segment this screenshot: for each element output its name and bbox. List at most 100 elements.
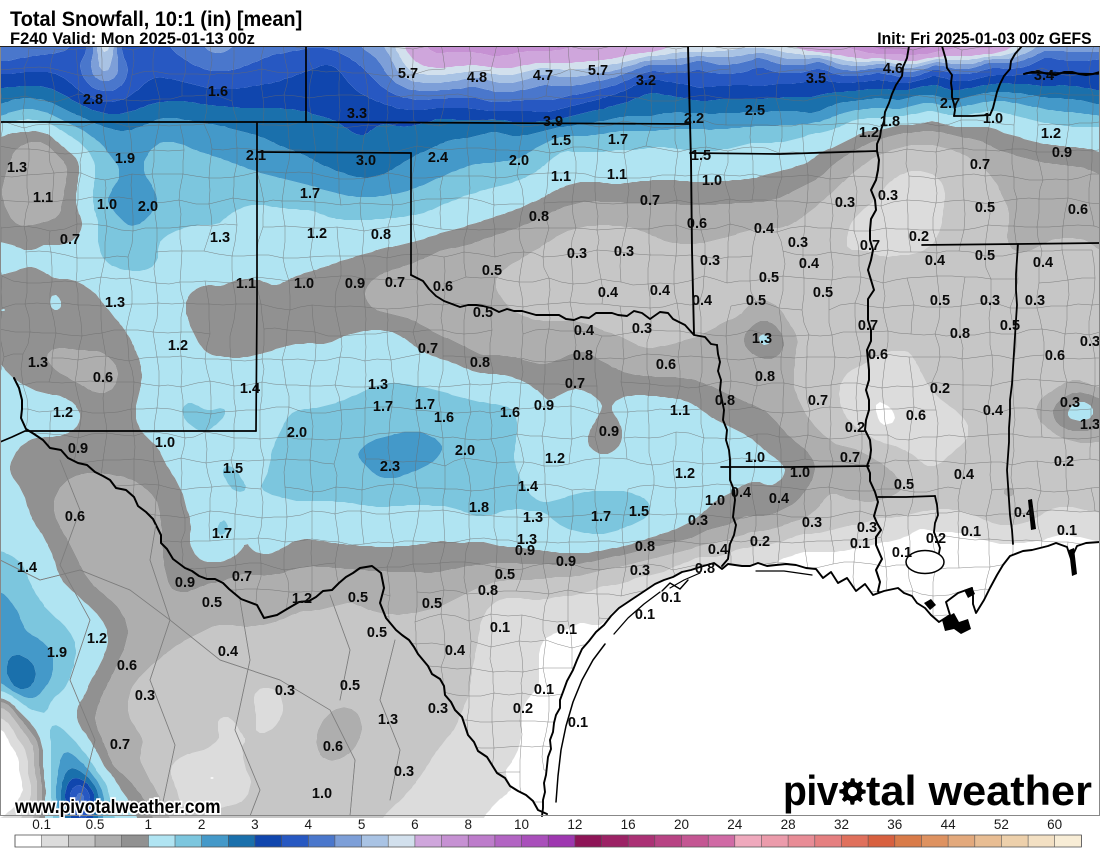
svg-text:0.7: 0.7 xyxy=(565,376,585,392)
svg-text:0.9: 0.9 xyxy=(1052,145,1072,161)
svg-text:3.5: 3.5 xyxy=(806,71,826,87)
svg-text:0.3: 0.3 xyxy=(788,235,808,251)
svg-text:20: 20 xyxy=(674,817,689,832)
svg-text:0.8: 0.8 xyxy=(371,227,391,243)
svg-text:1.1: 1.1 xyxy=(33,190,53,206)
svg-text:1.4: 1.4 xyxy=(240,381,260,397)
svg-text:0.2: 0.2 xyxy=(513,701,533,717)
svg-text:0.4: 0.4 xyxy=(650,283,670,299)
svg-text:1: 1 xyxy=(145,817,153,832)
svg-text:1.0: 1.0 xyxy=(294,276,314,292)
svg-text:1.3: 1.3 xyxy=(105,295,125,311)
svg-text:0.4: 0.4 xyxy=(598,285,618,301)
svg-text:0.7: 0.7 xyxy=(840,450,860,466)
svg-text:0.5: 0.5 xyxy=(86,817,105,832)
svg-text:0.5: 0.5 xyxy=(202,595,222,611)
svg-text:1.5: 1.5 xyxy=(691,148,711,164)
svg-text:1.3: 1.3 xyxy=(7,160,27,176)
svg-text:0.4: 0.4 xyxy=(769,491,789,507)
svg-text:0.4: 0.4 xyxy=(1033,255,1053,271)
svg-text:0.3: 0.3 xyxy=(567,246,587,262)
svg-text:1.2: 1.2 xyxy=(53,405,73,421)
svg-text:0.1: 0.1 xyxy=(1057,523,1077,539)
svg-text:0.1: 0.1 xyxy=(850,536,870,552)
svg-text:5.7: 5.7 xyxy=(398,66,418,82)
svg-text:0.8: 0.8 xyxy=(695,561,715,577)
svg-text:1.1: 1.1 xyxy=(607,167,627,183)
svg-text:0.7: 0.7 xyxy=(808,393,828,409)
svg-text:1.5: 1.5 xyxy=(551,133,571,149)
svg-text:0.4: 0.4 xyxy=(574,323,594,339)
svg-text:0.4: 0.4 xyxy=(954,467,974,483)
svg-text:1.5: 1.5 xyxy=(223,461,243,477)
svg-text:0.5: 0.5 xyxy=(975,200,995,216)
svg-text:0.3: 0.3 xyxy=(394,764,414,780)
svg-text:0.1: 0.1 xyxy=(490,620,510,636)
svg-text:0.7: 0.7 xyxy=(640,193,660,209)
svg-text:0.1: 0.1 xyxy=(568,715,588,731)
svg-text:1.9: 1.9 xyxy=(47,645,67,661)
svg-text:5: 5 xyxy=(358,817,366,832)
svg-text:1.3: 1.3 xyxy=(28,355,48,371)
svg-text:2: 2 xyxy=(198,817,206,832)
svg-text:0.9: 0.9 xyxy=(68,441,88,457)
svg-text:0.6: 0.6 xyxy=(687,216,707,232)
svg-text:0.7: 0.7 xyxy=(110,737,130,753)
svg-text:0.9: 0.9 xyxy=(599,424,619,440)
svg-text:1.5: 1.5 xyxy=(629,504,649,520)
svg-text:2.7: 2.7 xyxy=(940,96,960,112)
svg-text:1.2: 1.2 xyxy=(545,451,565,467)
svg-text:0.1: 0.1 xyxy=(557,622,577,638)
svg-text:0.5: 0.5 xyxy=(495,567,515,583)
svg-text:0.1: 0.1 xyxy=(961,524,981,540)
svg-text:0.5: 0.5 xyxy=(340,678,360,694)
svg-text:1.0: 1.0 xyxy=(790,465,810,481)
svg-text:0.6: 0.6 xyxy=(117,658,137,674)
svg-text:1.0: 1.0 xyxy=(745,450,765,466)
svg-text:0.3: 0.3 xyxy=(428,701,448,717)
svg-text:36: 36 xyxy=(887,817,902,832)
svg-text:piv: piv xyxy=(783,767,839,815)
svg-text:1.2: 1.2 xyxy=(87,631,107,647)
svg-text:3.0: 3.0 xyxy=(356,153,376,169)
svg-text:0.8: 0.8 xyxy=(755,369,775,385)
svg-text:3.9: 3.9 xyxy=(543,114,563,130)
svg-text:0.5: 0.5 xyxy=(930,293,950,309)
svg-text:0.3: 0.3 xyxy=(1060,395,1080,411)
svg-text:0.6: 0.6 xyxy=(323,739,343,755)
svg-text:1.2: 1.2 xyxy=(168,338,188,354)
svg-text:0.6: 0.6 xyxy=(656,357,676,373)
svg-text:0.4: 0.4 xyxy=(754,221,774,237)
svg-text:1.0: 1.0 xyxy=(155,435,175,451)
svg-text:12: 12 xyxy=(567,817,582,832)
svg-text:1.1: 1.1 xyxy=(551,169,571,185)
svg-text:0.1: 0.1 xyxy=(661,590,681,606)
svg-text:0.3: 0.3 xyxy=(614,244,634,260)
svg-text:0.1: 0.1 xyxy=(635,607,655,623)
svg-text:52: 52 xyxy=(994,817,1009,832)
svg-text:0.1: 0.1 xyxy=(32,817,51,832)
svg-text:1.3: 1.3 xyxy=(210,230,230,246)
svg-text:0.9: 0.9 xyxy=(175,575,195,591)
svg-text:3: 3 xyxy=(251,817,259,832)
svg-text:10: 10 xyxy=(514,817,529,832)
svg-text:1.3: 1.3 xyxy=(368,377,388,393)
svg-text:1.3: 1.3 xyxy=(523,510,543,526)
svg-text:0.5: 0.5 xyxy=(422,596,442,612)
svg-text:3.4: 3.4 xyxy=(1034,68,1054,84)
svg-text:0.6: 0.6 xyxy=(65,509,85,525)
svg-text:60: 60 xyxy=(1047,817,1062,832)
svg-text:1.0: 1.0 xyxy=(312,786,332,802)
svg-text:1.0: 1.0 xyxy=(983,111,1003,127)
svg-text:0.6: 0.6 xyxy=(433,279,453,295)
svg-text:2.3: 2.3 xyxy=(380,459,400,475)
svg-text:1.3: 1.3 xyxy=(1080,417,1100,433)
svg-text:1.7: 1.7 xyxy=(415,397,435,413)
svg-text:0.5: 0.5 xyxy=(759,270,779,286)
svg-text:2.0: 2.0 xyxy=(509,153,529,169)
svg-text:0.3: 0.3 xyxy=(135,688,155,704)
svg-text:1.6: 1.6 xyxy=(208,84,228,100)
svg-text:32: 32 xyxy=(834,817,849,832)
svg-text:tal weather: tal weather xyxy=(866,768,1092,815)
svg-text:2.0: 2.0 xyxy=(287,425,307,441)
